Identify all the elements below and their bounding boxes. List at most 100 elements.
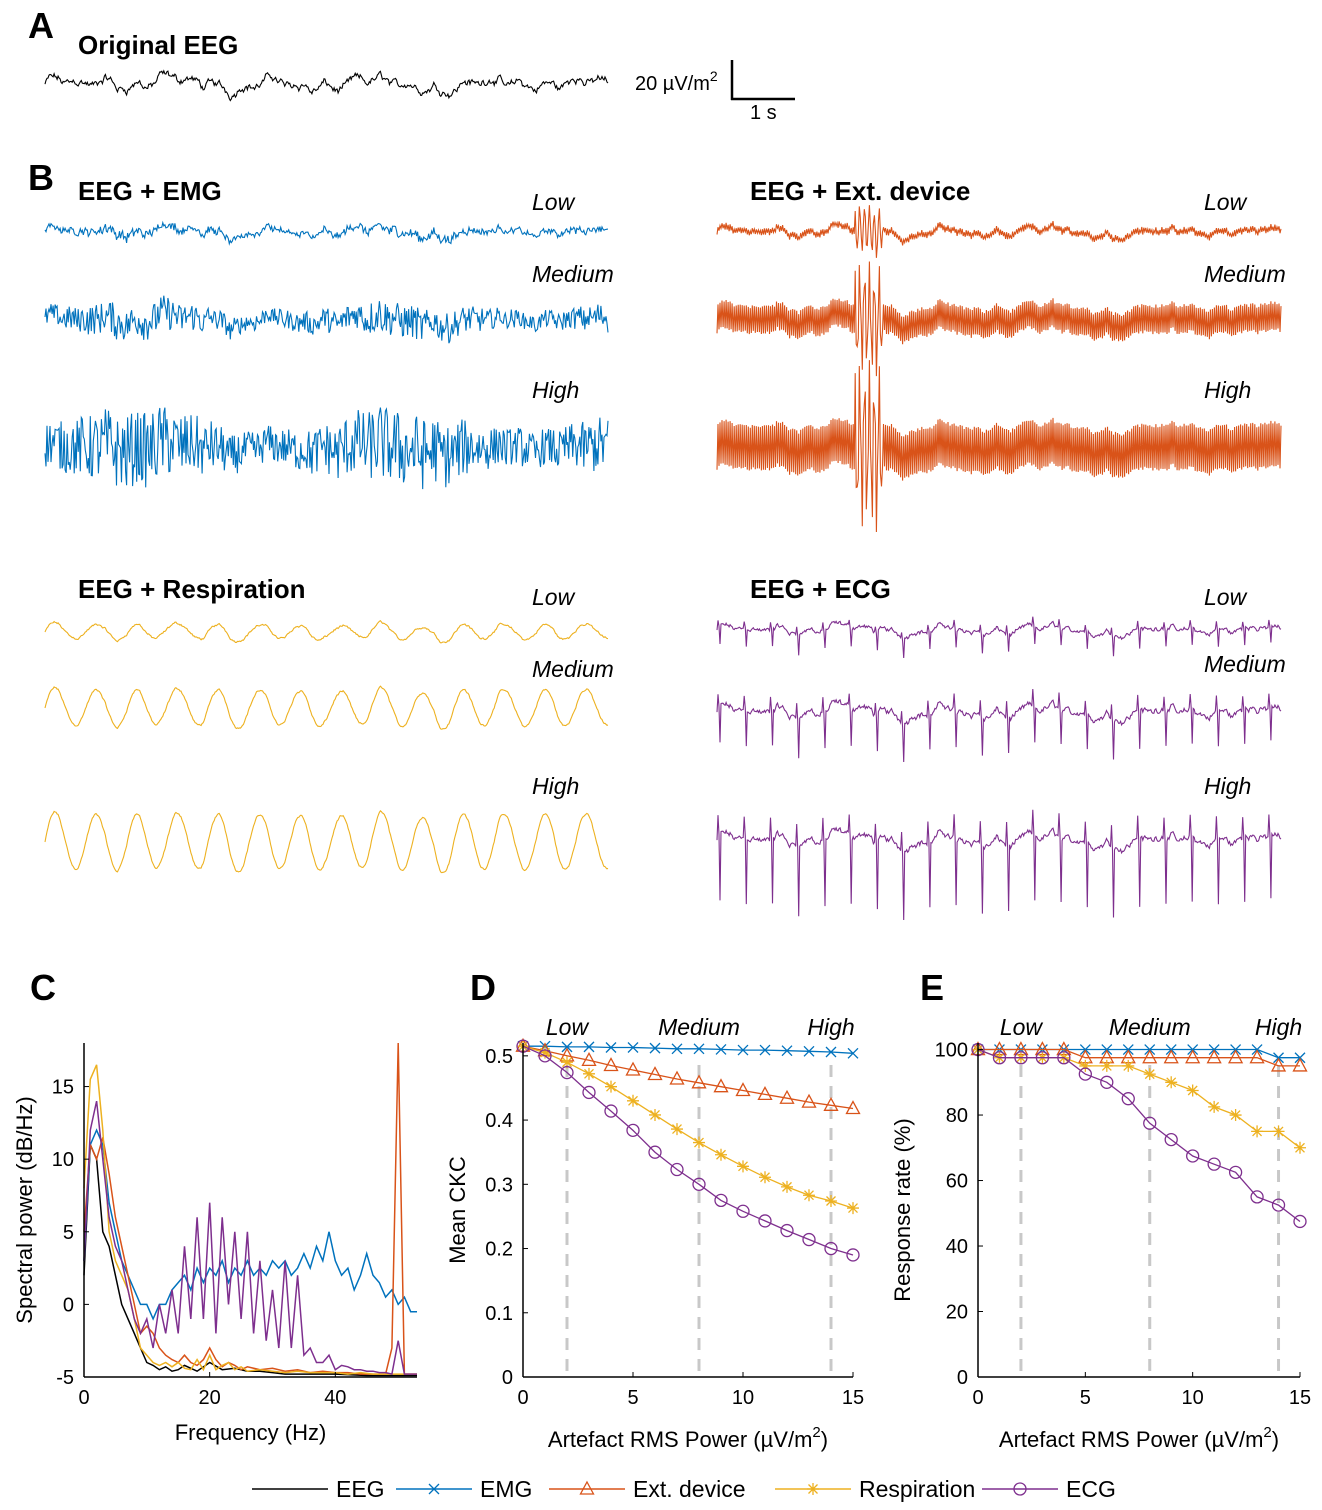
data-point bbox=[1143, 1068, 1156, 1081]
data-point bbox=[583, 1067, 595, 1080]
data-point bbox=[604, 1104, 618, 1118]
level-label: Low bbox=[1000, 1014, 1044, 1040]
data-point bbox=[1228, 1049, 1244, 1064]
data-point bbox=[780, 1223, 794, 1238]
data-point bbox=[736, 1204, 750, 1218]
data-point bbox=[605, 1080, 617, 1093]
trace-medium bbox=[716, 688, 1282, 763]
data-point bbox=[781, 1045, 793, 1057]
data-point bbox=[583, 1041, 595, 1053]
legend-label: Ext. device bbox=[633, 1476, 746, 1502]
data-point bbox=[737, 1160, 749, 1173]
data-point bbox=[758, 1214, 772, 1228]
data-point bbox=[539, 1046, 551, 1059]
series-line bbox=[83, 1064, 417, 1375]
y-tick-label: 0.5 bbox=[485, 1046, 513, 1068]
y-axis-label: Spectral power (dB/Hz) bbox=[12, 1096, 37, 1323]
x-axis-label: Artefact RMS Power (µV/m2) bbox=[999, 1424, 1279, 1452]
series-line bbox=[83, 1042, 417, 1375]
panel-letter: D bbox=[470, 967, 496, 1008]
data-point bbox=[1100, 1059, 1113, 1072]
data-point bbox=[626, 1123, 640, 1138]
y-tick-label: 20 bbox=[946, 1302, 968, 1324]
x-tick-label: 0 bbox=[78, 1387, 89, 1409]
legend-item-ecg: ECG bbox=[982, 1476, 1116, 1502]
trace-high bbox=[44, 407, 609, 490]
data-point bbox=[1250, 1190, 1264, 1204]
data-point bbox=[1293, 1214, 1307, 1229]
y-tick-label: 40 bbox=[946, 1236, 968, 1258]
data-point bbox=[1272, 1125, 1285, 1138]
panel-e: E Low Medium High 0 5 10 15 0 20 40 60 80 100 Artefact… bbox=[890, 967, 1311, 1452]
block-ecg: EEG + ECG Low Medium High bbox=[716, 574, 1286, 921]
data-point bbox=[992, 1051, 1007, 1065]
block-ext-device: EEG + Ext. device Low Medium High bbox=[716, 176, 1286, 533]
data-point bbox=[824, 1241, 838, 1256]
data-point bbox=[1207, 1157, 1221, 1171]
x-axis-label: Artefact RMS Power (µV/m2) bbox=[548, 1424, 828, 1452]
data-point bbox=[538, 1049, 552, 1063]
scale-time-label: 1 s bbox=[750, 102, 777, 124]
data-point bbox=[579, 1480, 595, 1495]
block-title: EEG + Respiration bbox=[78, 574, 306, 604]
level-label: Medium bbox=[658, 1014, 740, 1040]
block-respiration: EEG + Respiration Low Medium High bbox=[44, 574, 614, 874]
legend-item-eeg: EEG bbox=[252, 1476, 385, 1502]
data-point bbox=[847, 1047, 859, 1059]
data-point bbox=[803, 1045, 815, 1057]
x-tick-label: 10 bbox=[1182, 1387, 1204, 1409]
legend-item-emg: EMG bbox=[396, 1476, 532, 1502]
data-point bbox=[1079, 1059, 1092, 1072]
y-tick-label: 15 bbox=[52, 1077, 74, 1099]
data-point bbox=[1013, 1482, 1027, 1496]
x-tick-label: 20 bbox=[199, 1387, 221, 1409]
data-point bbox=[825, 1195, 837, 1208]
trace-high bbox=[44, 809, 609, 874]
legend-item-respiration: Respiration bbox=[775, 1476, 975, 1502]
y-tick-label: 60 bbox=[946, 1171, 968, 1193]
y-axis-label: Response rate (%) bbox=[890, 1118, 915, 1301]
data-point bbox=[845, 1100, 861, 1115]
series-ext-device bbox=[83, 1042, 417, 1375]
trace-low bbox=[716, 616, 1282, 659]
x-tick-label: 40 bbox=[324, 1387, 346, 1409]
y-tick-label: 80 bbox=[946, 1105, 968, 1127]
level-label: Low bbox=[532, 189, 576, 215]
trace-low bbox=[716, 205, 1282, 258]
level-label: Low bbox=[1204, 584, 1248, 610]
level-label: High bbox=[1204, 773, 1251, 799]
data-point bbox=[627, 1094, 639, 1107]
level-label: Low bbox=[546, 1014, 590, 1040]
data-point bbox=[1294, 1141, 1306, 1154]
y-tick-label: 0 bbox=[63, 1294, 74, 1316]
y-tick-label: 0.2 bbox=[485, 1239, 513, 1261]
x-tick-label: 0 bbox=[517, 1387, 528, 1409]
level-label: High bbox=[532, 773, 579, 799]
data-point bbox=[714, 1193, 728, 1208]
trace-high bbox=[716, 809, 1282, 921]
data-point bbox=[759, 1171, 771, 1184]
data-point bbox=[1270, 1057, 1287, 1072]
x-tick-label: 10 bbox=[732, 1387, 754, 1409]
data-point bbox=[647, 1066, 663, 1081]
data-point bbox=[670, 1162, 684, 1177]
series-line bbox=[978, 1048, 1300, 1067]
series-ecg bbox=[516, 1039, 860, 1262]
data-point bbox=[1185, 1049, 1201, 1064]
data-point bbox=[1271, 1198, 1286, 1212]
data-point bbox=[1057, 1051, 1071, 1065]
data-point bbox=[1014, 1051, 1028, 1065]
data-point bbox=[1186, 1149, 1200, 1163]
series-respiration bbox=[83, 1064, 417, 1375]
data-point bbox=[561, 1041, 573, 1053]
x-tick-label: 15 bbox=[842, 1387, 864, 1409]
series-emg bbox=[517, 1040, 859, 1059]
panel-a-letter: A bbox=[28, 5, 54, 46]
data-point bbox=[625, 1061, 641, 1076]
data-point bbox=[1121, 1092, 1135, 1106]
panel-d: D Low Medium High 0 5 10 15 0 0.1 0.2 0.3 0.4 0.5 Arte… bbox=[445, 967, 864, 1452]
data-point bbox=[803, 1189, 815, 1202]
data-point bbox=[1186, 1084, 1199, 1097]
trace-low bbox=[44, 619, 609, 644]
y-tick-label: 0.3 bbox=[485, 1174, 513, 1196]
